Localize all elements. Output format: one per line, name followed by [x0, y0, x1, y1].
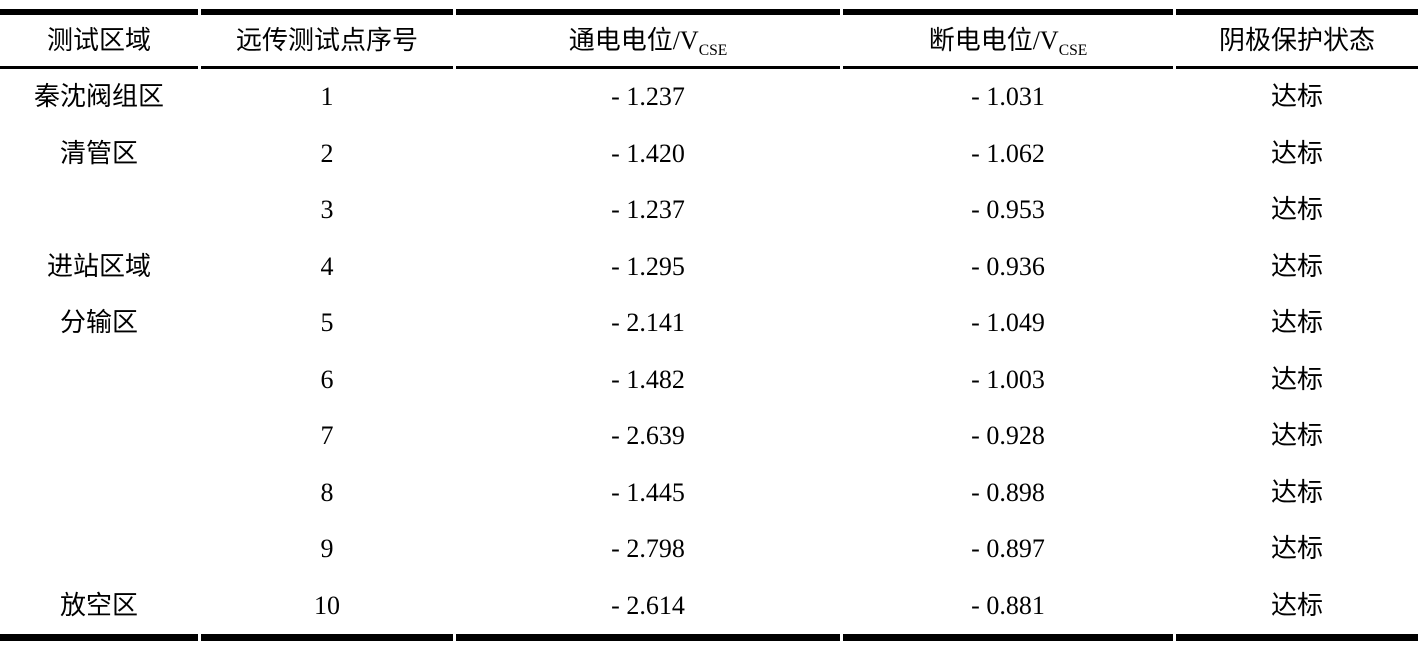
cell-off-potential: - 0.897 [971, 534, 1045, 564]
cell-on-potential: - 1.445 [611, 477, 685, 507]
cell-point-number: 9 [320, 534, 334, 564]
cell-off-potential: - 0.928 [971, 421, 1045, 451]
cell-on-potential: - 1.420 [611, 138, 685, 168]
header-remote-point-number: 远传测试点序号 [201, 9, 453, 69]
cell-point-number: 4 [320, 251, 334, 281]
cell-on-potential: - 1.237 [611, 195, 685, 225]
cell-status: 达标 [1176, 578, 1418, 641]
cell-area: 分输区 [59, 308, 138, 338]
cell-area [0, 182, 198, 239]
cell-off-potential: - 1.049 [971, 308, 1045, 338]
header-off-potential: 断电电位/VCSE [843, 9, 1173, 69]
table-body: 秦沈阀组区 1 - 1.237 - 1.031 达标 清管区 2 - 1.420… [0, 69, 1418, 641]
cell-on-potential: - 1.237 [611, 82, 685, 112]
cell-area [0, 465, 198, 522]
cell-point-number: 2 [320, 138, 334, 168]
cell-off-potential: - 1.003 [971, 364, 1045, 394]
table-row: 6 - 1.482 - 1.003 达标 [0, 352, 1418, 409]
cell-on-potential: - 2.141 [611, 308, 685, 338]
cell-area: 放空区 [0, 578, 198, 641]
cell-on-potential: - 2.639 [611, 421, 685, 451]
cell-status: 达标 [1270, 364, 1323, 394]
header-test-area: 测试区域 [0, 9, 198, 69]
cell-area [0, 521, 198, 578]
cell-off-potential: - 0.881 [843, 578, 1173, 641]
header-off-potential-subscript: CSE [1058, 41, 1088, 59]
cell-area [0, 352, 198, 409]
table-header-row: 测试区域 远传测试点序号 通电电位/VCSE 断电电位/VCSE 阴极保护状态 [0, 9, 1418, 69]
cell-point-number: 8 [320, 477, 334, 507]
cell-point-number: 10 [201, 578, 453, 641]
cell-status: 达标 [1270, 308, 1323, 338]
cell-area: 进站区域 [46, 251, 151, 281]
cell-off-potential: - 0.936 [971, 251, 1045, 281]
cell-off-potential: - 0.898 [971, 477, 1045, 507]
table-row: 进站区域 4 - 1.295 - 0.936 达标 [0, 239, 1418, 296]
cell-area [0, 408, 198, 465]
cell-status: 达标 [1270, 138, 1323, 168]
table-row: 9 - 2.798 - 0.897 达标 [0, 521, 1418, 578]
cell-status: 达标 [1270, 421, 1323, 451]
table-row: 秦沈阀组区 1 - 1.237 - 1.031 达标 [0, 69, 1418, 126]
cell-on-potential: - 1.295 [611, 251, 685, 281]
cell-status: 达标 [1270, 251, 1323, 281]
header-on-potential-label: 通电电位/V [568, 25, 699, 55]
cell-area: 秦沈阀组区 [33, 82, 164, 112]
table-row: 7 - 2.639 - 0.928 达标 [0, 408, 1418, 465]
table-row: 放空区 10 - 2.614 - 0.881 达标 [0, 578, 1418, 641]
cell-status: 达标 [1270, 195, 1323, 225]
table-row: 分输区 5 - 2.141 - 1.049 达标 [0, 295, 1418, 352]
cell-on-potential: - 1.482 [611, 364, 685, 394]
table-row: 3 - 1.237 - 0.953 达标 [0, 182, 1418, 239]
header-off-potential-label: 断电电位/V [928, 25, 1059, 55]
cathodic-protection-test-table: 测试区域 远传测试点序号 通电电位/VCSE 断电电位/VCSE 阴极保护状态 … [0, 9, 1418, 641]
cell-status: 达标 [1270, 534, 1323, 564]
cell-on-potential: - 2.798 [611, 534, 685, 564]
cell-status: 达标 [1270, 477, 1323, 507]
cell-on-potential: - 2.614 [456, 578, 840, 641]
cell-off-potential: - 1.062 [971, 138, 1045, 168]
table-row: 清管区 2 - 1.420 - 1.062 达标 [0, 126, 1418, 183]
cell-point-number: 5 [320, 308, 334, 338]
cell-area: 清管区 [59, 138, 138, 168]
cell-off-potential: - 0.953 [971, 195, 1045, 225]
cell-off-potential: - 1.031 [971, 82, 1045, 112]
cell-point-number: 1 [320, 82, 334, 112]
cell-point-number: 3 [320, 195, 334, 225]
cell-status: 达标 [1270, 82, 1323, 112]
cell-point-number: 7 [320, 421, 334, 451]
header-on-potential-subscript: CSE [698, 41, 728, 59]
table-row: 8 - 1.445 - 0.898 达标 [0, 465, 1418, 522]
header-protection-status: 阴极保护状态 [1176, 9, 1418, 69]
cell-point-number: 6 [320, 364, 334, 394]
header-on-potential: 通电电位/VCSE [456, 9, 840, 69]
